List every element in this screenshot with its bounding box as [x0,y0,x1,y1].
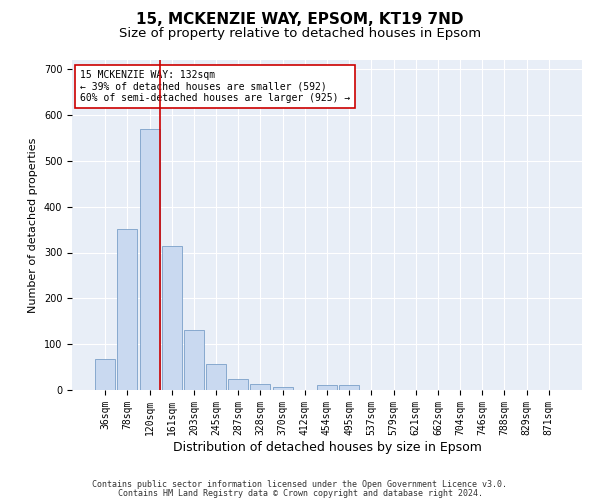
Text: 15 MCKENZIE WAY: 132sqm
← 39% of detached houses are smaller (592)
60% of semi-d: 15 MCKENZIE WAY: 132sqm ← 39% of detache… [80,70,350,103]
Bar [140,128,160,390]
Text: 15, MCKENZIE WAY, EPSOM, KT19 7ND: 15, MCKENZIE WAY, EPSOM, KT19 7ND [136,12,464,28]
Text: Contains public sector information licensed under the Open Government Licence v3: Contains public sector information licen… [92,480,508,489]
Bar [272,387,293,390]
Text: Size of property relative to detached houses in Epsom: Size of property relative to detached ho… [119,28,481,40]
Bar [162,246,182,390]
Bar [118,228,137,390]
Bar [250,384,271,390]
Text: Contains HM Land Registry data © Crown copyright and database right 2024.: Contains HM Land Registry data © Crown c… [118,488,482,498]
Bar [184,330,204,390]
Bar [339,386,359,390]
Bar [95,359,115,390]
Bar [228,378,248,390]
Bar [317,386,337,390]
Y-axis label: Number of detached properties: Number of detached properties [28,138,38,312]
X-axis label: Distribution of detached houses by size in Epsom: Distribution of detached houses by size … [173,440,481,454]
Bar [206,364,226,390]
